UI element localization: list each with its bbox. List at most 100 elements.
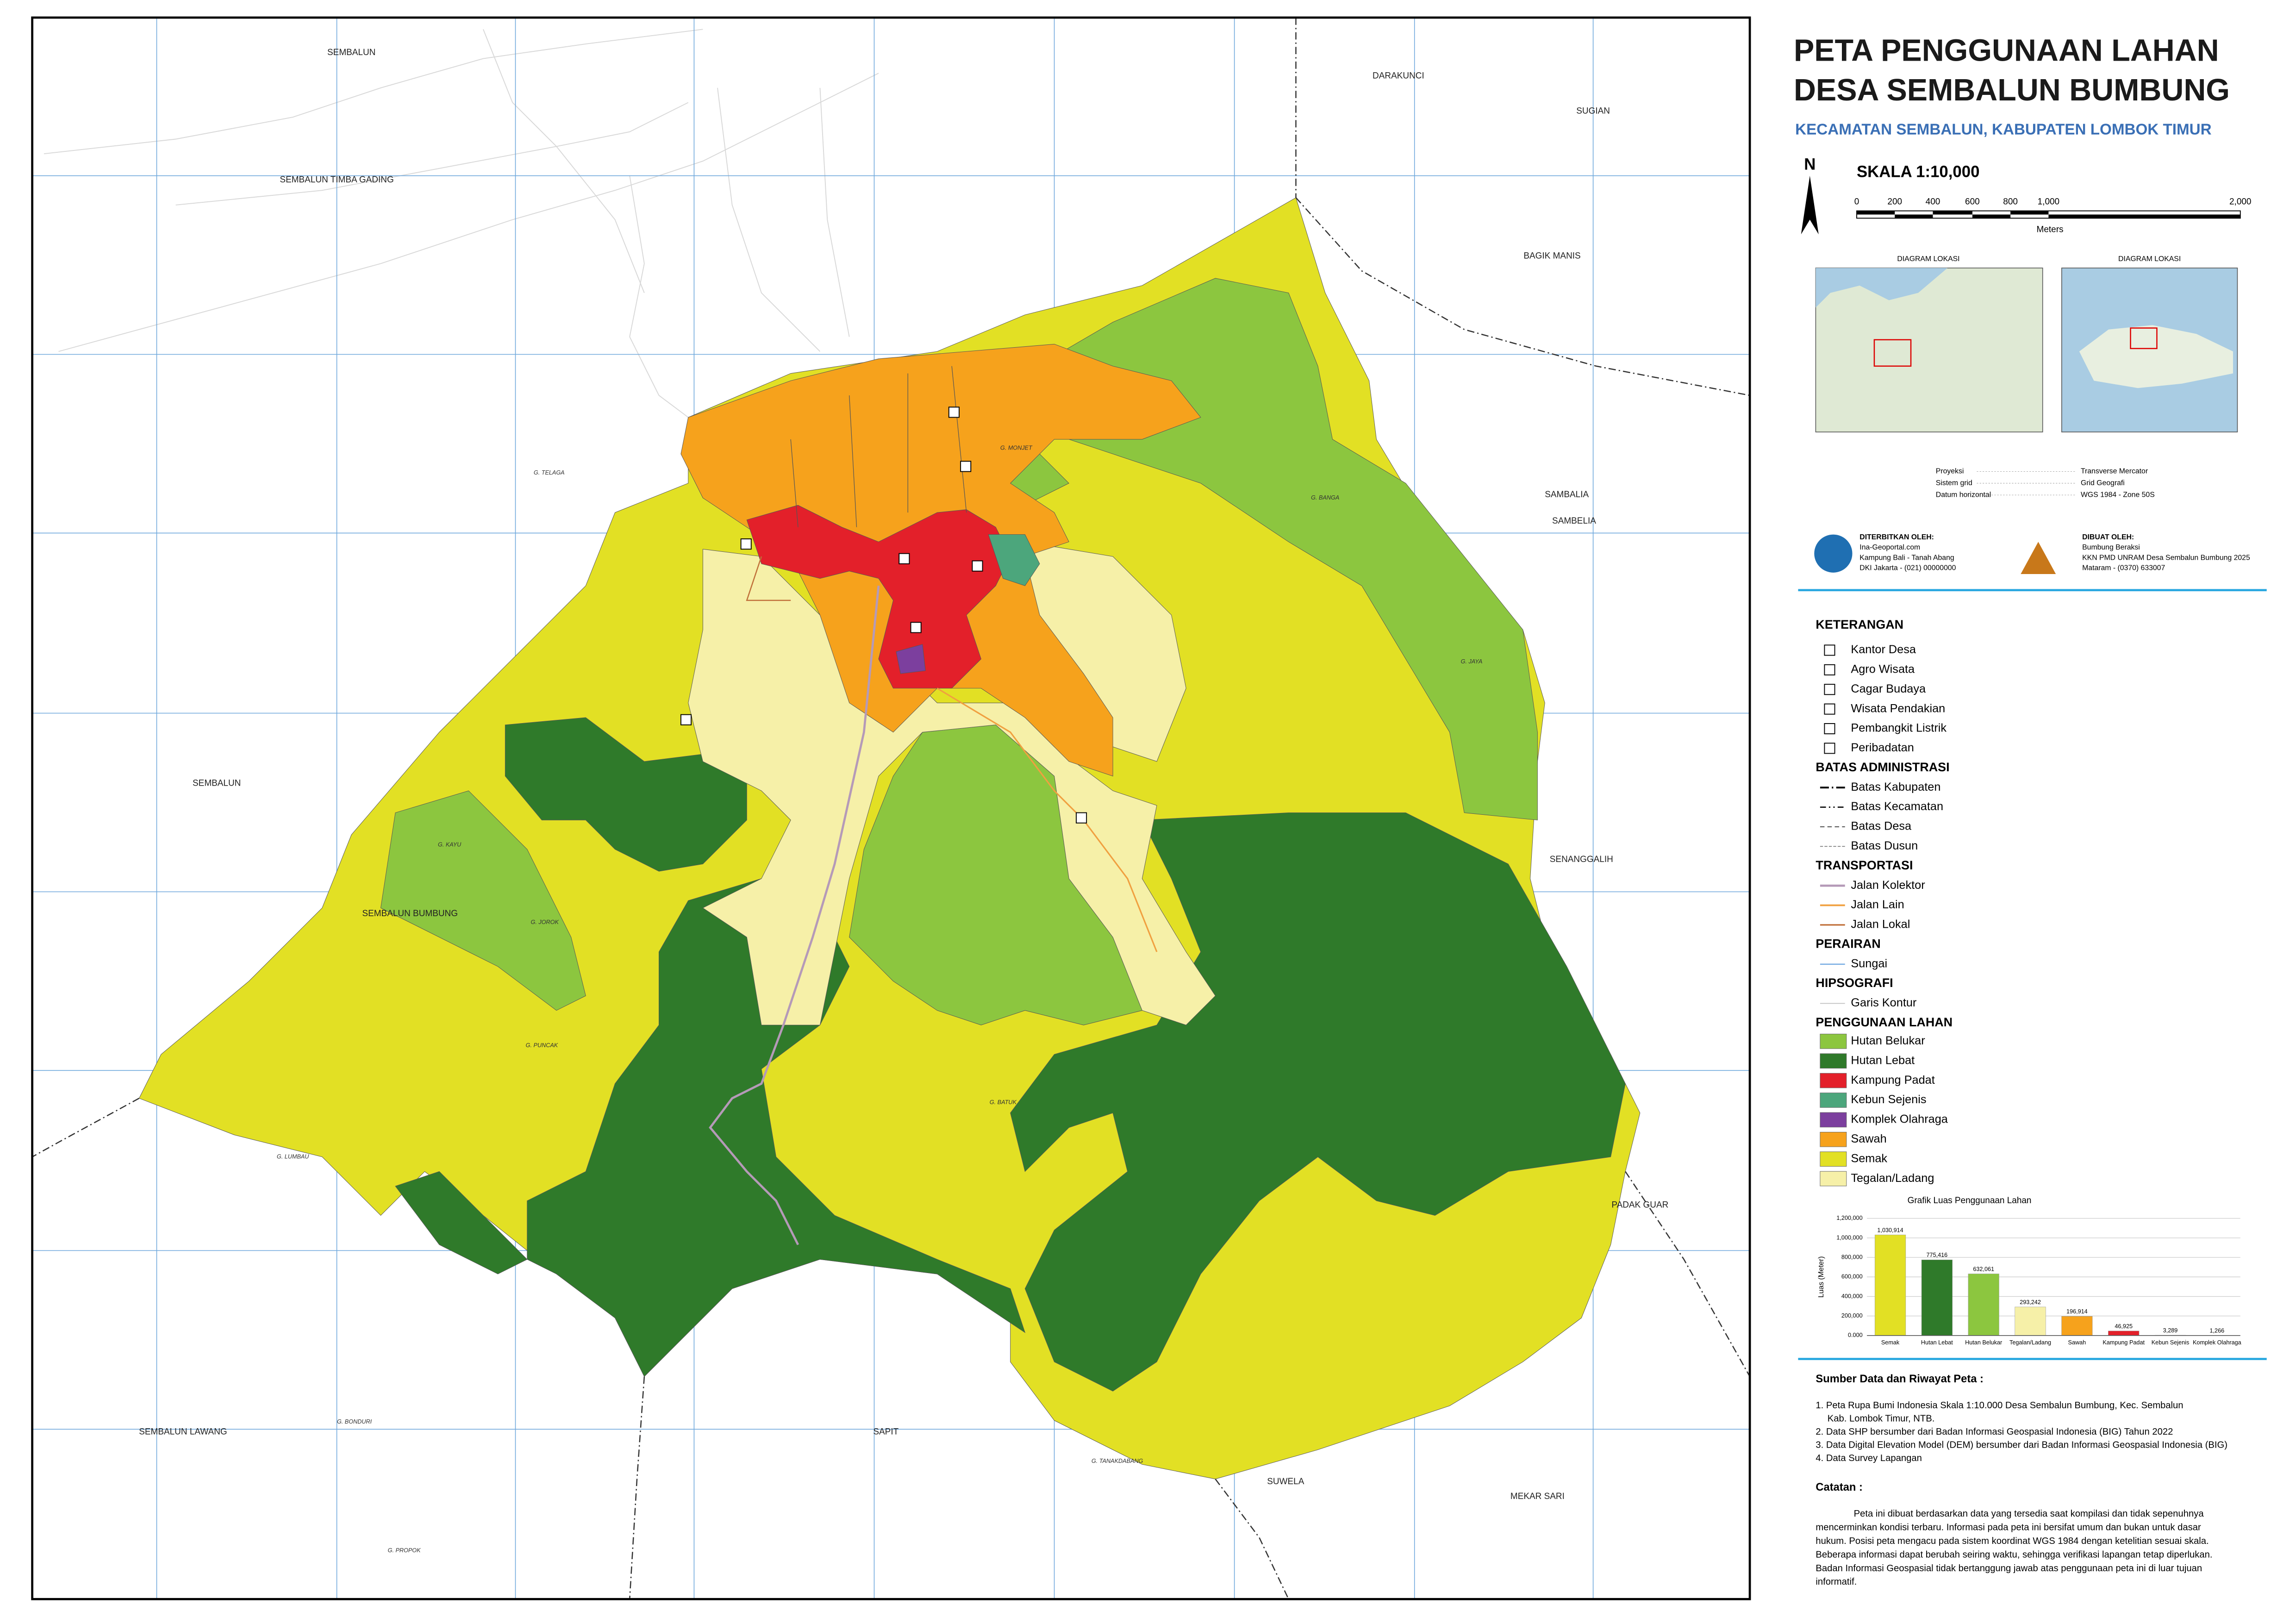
projection-key: Sistem grid [1936,479,1972,487]
kampung-padat-area [746,505,1011,689]
place-label: SEMBALUN [193,778,241,788]
place-label: PADAK GUAR [1611,1200,1668,1210]
value-label: 3,289 [2163,1327,2178,1334]
place-label: SEMBALUN BUMBUNG [362,909,458,918]
projection-key: Proyeksi [1936,468,1964,475]
legend-item: Komplek Olahraga [1851,1113,1948,1126]
maker-heading: DIBUAT OLEH: [2082,533,2134,541]
note-line: Beberapa informasi dapat berubah seiring… [1816,1549,2212,1560]
source-item: 3. Data Digital Elevation Model (DEM) be… [1816,1440,2227,1450]
hutan-lebat-area [527,878,1026,1377]
hutan-belukar-area [380,790,586,1011]
roads [709,366,1158,1245]
peak-label: G. TELAGA [534,469,565,476]
maker-line: Bumbung Beraksi [2082,543,2140,551]
y-tick-label: 1,000,000 [1836,1234,1862,1241]
legend-item: Jalan Kolektor [1851,879,1925,892]
x-tick-label: Kampung Padat [2103,1339,2145,1346]
projection-value: Transverse Mercator [2081,468,2148,475]
value-label: 196,914 [2066,1308,2088,1315]
x-tick-label: Semak [1881,1339,1900,1346]
y-tick-label: 200,000 [1841,1312,1863,1319]
bar [2108,1330,2140,1336]
bar [2015,1306,2046,1336]
legend-section-title: HIPSOGRAFI [1816,976,1893,990]
legend-swatch [1820,1132,1847,1147]
scale-label: 400 [1926,197,1940,207]
value-label: 1,030,914 [1877,1227,1903,1233]
map-subtitle: KECAMATAN SEMBALUN, KABUPATEN LOMBOK TIM… [1795,121,2212,138]
place-label: BAGIK MANIS [1523,251,1580,261]
source-item: 2. Data SHP bersumber dari Badan Informa… [1816,1427,2173,1437]
bar [1921,1260,1953,1336]
projection-value: Grid Geografi [2081,479,2125,487]
diagram-title: DIAGRAM LOKASI [1897,255,1959,263]
publisher-line: Kampung Bali - Tanah Abang [1859,554,1954,562]
bar [1968,1274,1999,1336]
place-label: SAMBALIA [1545,490,1589,500]
bar [2061,1316,2093,1336]
note-line: hukum. Posisi peta mengacu pada sistem k… [1816,1536,2209,1546]
source-item: 4. Data Survey Lapangan [1816,1453,1922,1463]
legend-item: Garis Kontur [1851,996,1916,1009]
scale-label: 200 [1887,197,1902,207]
legend-item: Cagar Budaya [1851,682,1926,695]
legend-item: Tegalan/Ladang [1851,1172,1934,1185]
publisher-logo [1814,534,1853,573]
y-tick-label: 600,000 [1841,1274,1863,1280]
legend-item: Batas Kabupaten [1851,781,1940,793]
scale-label: 0 [1854,197,1859,207]
legend-swatch [1820,1171,1847,1187]
note-line: mencerminkan kondisi terbaru. Informasi … [1816,1523,2201,1533]
legend-item: Semak [1851,1152,1887,1165]
map-title: DESA SEMBALUN BUMBUNG [1794,73,2230,107]
north-label: N [1804,156,1816,174]
legend-item: Wisata Pendakian [1851,702,1945,715]
poi-icons [680,406,1087,824]
x-tick-label: Komplek Olahraga [2193,1339,2242,1346]
value-label: 775,416 [1927,1252,1948,1258]
x-tick-label: Kebun Sejenis [2152,1339,2190,1346]
x-tick-label: Sawah [2068,1339,2086,1346]
projection-key: Datum horizontal [1936,491,1991,499]
place-label: SAPIT [873,1427,898,1437]
legend-item: Sawah [1851,1132,1886,1145]
legend-icon [1824,743,1835,754]
peak-label: G. LUMBAU [277,1153,309,1160]
legend-icon [1824,664,1835,675]
chart-title: Grafik Luas Penggunaan Lahan [1908,1196,2032,1206]
place-label: SEMBALUN TIMBA GADING [280,175,393,185]
publisher-heading: DITERBITKAN OLEH: [1859,533,1934,541]
map-area [31,16,1751,1600]
hutan-lebat-area [1010,812,1626,1392]
legend-item: Sungai [1851,957,1887,970]
legend-item: Agro Wisata [1851,663,1915,676]
legend-item: Jalan Lain [1851,898,1904,911]
peak-label: G. BATUK [990,1099,1017,1106]
value-label: 293,242 [2020,1299,2041,1305]
maker-logo [2021,542,2056,574]
publisher-line: Ina-Geoportal.com [1859,543,1920,551]
legend-item: Pembangkit Listrik [1851,722,1947,735]
legend-item: Batas Dusun [1851,839,1918,852]
legend-swatch [1820,1093,1847,1108]
legend-swatch [1820,1053,1847,1069]
legend-section-title: BATAS ADMINISTRASI [1816,760,1949,774]
scale-bar [1856,210,2241,219]
legend-icon [1824,723,1835,735]
x-tick-label: Hutan Belukar [1965,1339,2002,1346]
place-label: SENANGGALIH [1550,855,1613,864]
legend-section-title: TRANSPORTASI [1816,858,1913,872]
scale-unit: Meters [2037,225,2064,235]
sources-title: Sumber Data dan Riwayat Peta : [1816,1373,1983,1385]
x-tick-label: Hutan Lebat [1921,1339,1953,1346]
scale-label: 800 [2003,197,2018,207]
place-label: MEKAR SARI [1510,1492,1565,1501]
legend-item: Hutan Belukar [1851,1034,1925,1047]
value-label: 1,266 [2210,1327,2225,1334]
x-tick-label: Tegalan/Ladang [2009,1339,2051,1346]
hutan-lebat-area [505,717,747,872]
legend-section-title: PENGGUNAAN LAHAN [1816,1015,1953,1029]
y-tick-label: 400,000 [1841,1293,1863,1299]
